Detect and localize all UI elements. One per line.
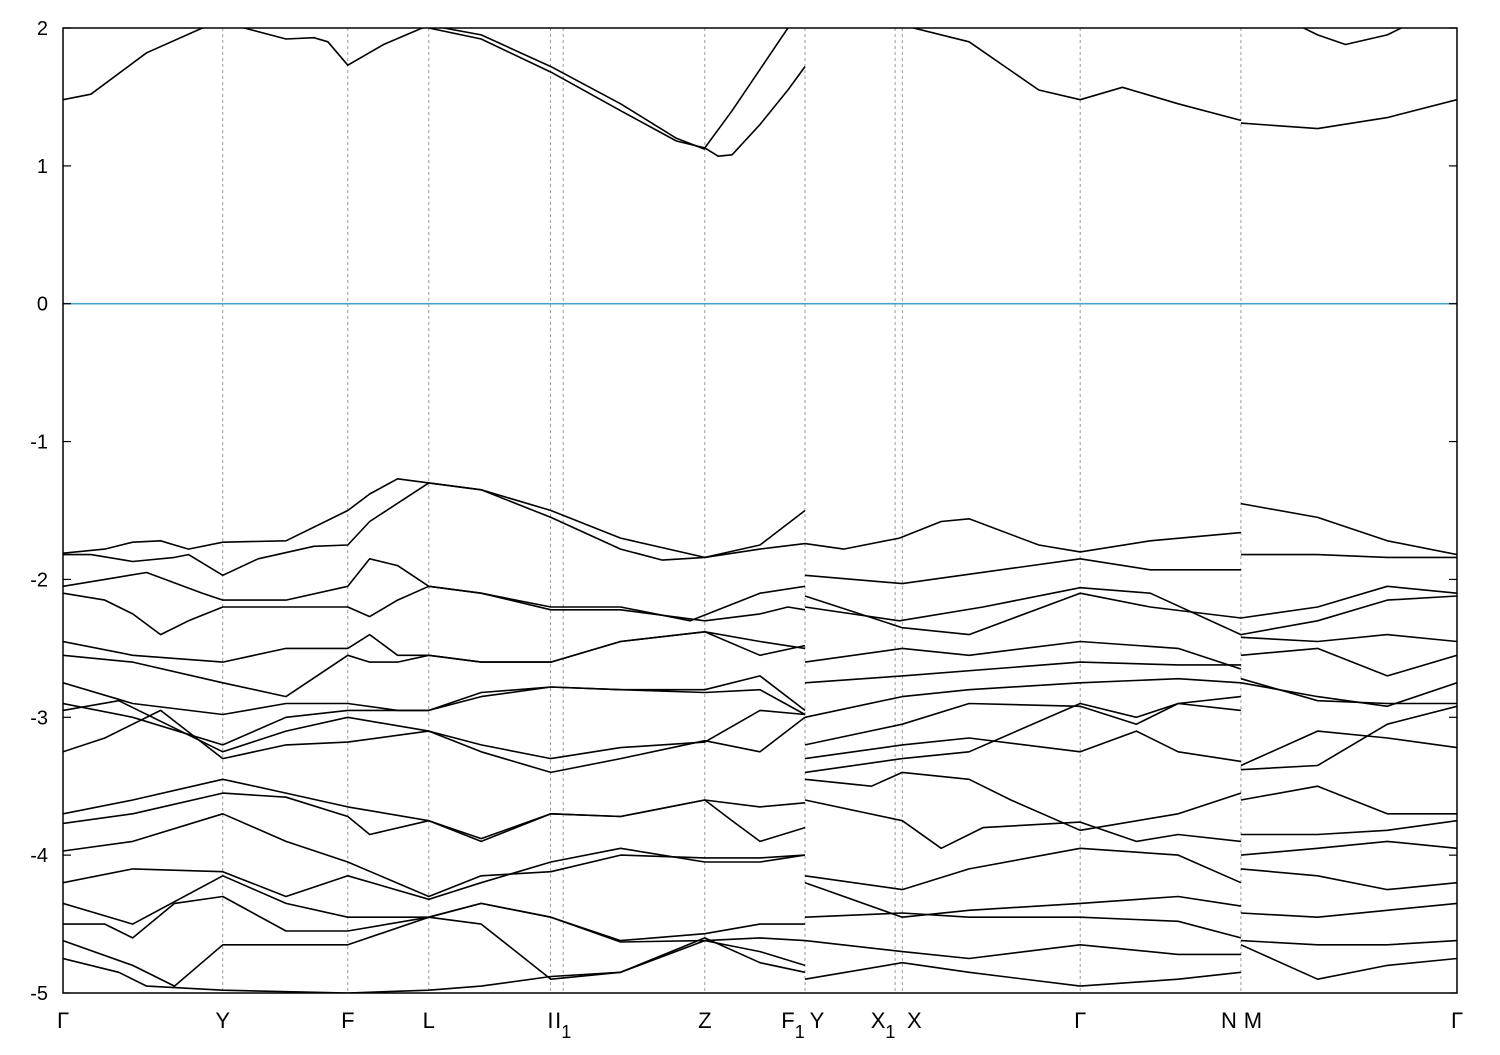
band-line-13 xyxy=(1240,502,1457,556)
y-tick-label: 2 xyxy=(37,18,48,40)
x-tick-label: F xyxy=(341,1008,354,1033)
x-tick-label: X xyxy=(907,1008,922,1033)
band-line-34 xyxy=(63,709,806,760)
band-line-51 xyxy=(63,875,805,942)
band-line-2 xyxy=(439,28,706,151)
band-line-16 xyxy=(63,585,806,636)
x-tick-label: Y xyxy=(810,1008,825,1033)
band-line-28 xyxy=(63,686,806,746)
x-tick-label: I1 xyxy=(555,1008,571,1042)
y-tick-label: -4 xyxy=(30,845,48,867)
band-line-9 xyxy=(63,478,806,559)
band-line-38 xyxy=(1240,705,1457,771)
band-line-18 xyxy=(804,586,1242,636)
band-line-14 xyxy=(1240,553,1457,559)
band-line-36 xyxy=(804,702,1241,774)
band-line-58 xyxy=(63,937,806,993)
band-line-43 xyxy=(1240,785,1457,815)
band-line-6 xyxy=(910,28,1242,122)
band-line-7 xyxy=(1240,98,1457,130)
y-tick-label: -2 xyxy=(30,569,48,591)
band-line-10 xyxy=(63,482,806,577)
band-line-0 xyxy=(63,28,205,101)
band-line-11 xyxy=(804,518,1241,553)
band-line-53 xyxy=(804,912,1242,939)
x-tick-label: Γ xyxy=(1074,1008,1086,1033)
band-line-60 xyxy=(1240,944,1457,980)
band-line-33 xyxy=(63,699,806,774)
band-line-3 xyxy=(428,28,705,149)
x-tick-label: Z xyxy=(698,1008,711,1033)
band-line-1 xyxy=(241,28,425,66)
band-line-50 xyxy=(1240,868,1457,891)
band-line-4 xyxy=(704,28,790,149)
band-line-26 xyxy=(1240,647,1457,677)
band-line-46 xyxy=(63,847,806,901)
band-line-42 xyxy=(804,799,1241,850)
plot-frame xyxy=(62,27,1458,994)
band-line-45 xyxy=(63,813,806,898)
x-tick-label: I xyxy=(547,1008,553,1033)
x-tick-label: L xyxy=(423,1008,435,1033)
x-tick-label: Γ xyxy=(1451,1008,1463,1033)
band-line-59 xyxy=(804,961,1241,987)
band-line-49 xyxy=(1240,840,1457,856)
band-line-12 xyxy=(804,558,1241,585)
band-line-24 xyxy=(804,661,1241,684)
band-line-31 xyxy=(1240,677,1457,705)
band-line-29 xyxy=(804,677,1241,719)
band-line-32 xyxy=(1240,682,1457,708)
band-line-19 xyxy=(1240,585,1457,619)
band-line-20 xyxy=(1240,595,1457,636)
y-axis: -5 -4 -3 -2 -1 0 1 2 xyxy=(30,18,1457,1005)
y-tick-label: 0 xyxy=(37,294,48,316)
x-tick-label: Y xyxy=(215,1008,230,1033)
band-line-56 xyxy=(1240,939,1457,946)
x-tick-label: N xyxy=(1221,1008,1237,1033)
band-line-37 xyxy=(1240,730,1457,767)
band-line-40 xyxy=(63,792,806,843)
band-line-57 xyxy=(63,916,806,987)
x-tick-label: M xyxy=(1244,1008,1262,1033)
band-line-54 xyxy=(804,939,1241,960)
y-tick-label: 1 xyxy=(37,156,48,178)
band-line-25 xyxy=(1240,633,1457,643)
band-line-39 xyxy=(63,778,806,843)
band-line-5 xyxy=(704,66,806,157)
band-line-44 xyxy=(1240,819,1457,836)
x-tick-label: F1 xyxy=(781,1008,804,1042)
y-tick-label: -3 xyxy=(30,707,48,729)
band-line-15 xyxy=(63,558,806,622)
band-line-47 xyxy=(804,847,1242,891)
band-line-17 xyxy=(804,592,1241,636)
band-line-8 xyxy=(1301,28,1404,46)
band-line-52 xyxy=(63,895,806,943)
y-tick-label: -5 xyxy=(30,983,48,1005)
band-line-41 xyxy=(804,771,1242,832)
x-tick-label: Γ xyxy=(57,1008,69,1033)
band-layer xyxy=(63,28,1457,993)
band-line-21 xyxy=(63,631,806,663)
x-axis: Γ Y F L I I1 Z F1 Y X1 X Γ N M Γ xyxy=(57,1008,1463,1042)
band-line-48 xyxy=(804,881,1242,918)
band-line-35 xyxy=(804,730,1242,763)
x-tick-label: X1 xyxy=(871,1008,896,1042)
band-line-55 xyxy=(1240,902,1457,918)
band-line-22 xyxy=(63,631,806,698)
band-line-23 xyxy=(804,640,1242,670)
y-tick-label: -1 xyxy=(30,432,48,454)
